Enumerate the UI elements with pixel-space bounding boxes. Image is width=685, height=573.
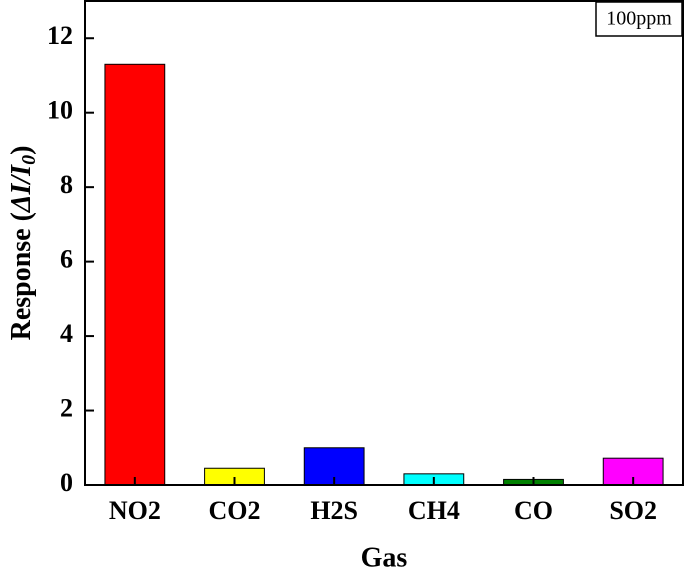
y-tick-label: 4: [60, 319, 73, 348]
x-tick-label: CO: [514, 496, 553, 525]
y-tick-label: 2: [60, 394, 73, 423]
x-tick-label: CH4: [408, 496, 460, 525]
y-tick-label: 10: [47, 96, 73, 125]
y-axis-title-part: 0: [18, 155, 40, 165]
x-tick-label: SO2: [609, 496, 657, 525]
x-tick-label: NO2: [109, 496, 161, 525]
y-tick-label: 12: [47, 21, 73, 50]
y-axis-title: Response (ΔI/I0): [6, 146, 39, 341]
y-tick-label: 0: [60, 468, 73, 497]
annotation: 100ppm: [606, 8, 672, 30]
y-axis-title-part: Response (: [6, 212, 37, 340]
x-tick-label: H2S: [310, 496, 358, 525]
x-axis-title: Gas: [361, 542, 408, 573]
y-tick-label: 8: [60, 170, 73, 199]
y-axis-title-part: ): [6, 146, 37, 155]
x-tick-label: CO2: [209, 496, 261, 525]
bar: [104, 63, 166, 486]
y-axis-title-part: ΔI/I: [6, 164, 37, 213]
annotation-box: [595, 1, 683, 37]
y-tick-label: 6: [60, 245, 73, 274]
plot-frame: [84, 0, 684, 486]
